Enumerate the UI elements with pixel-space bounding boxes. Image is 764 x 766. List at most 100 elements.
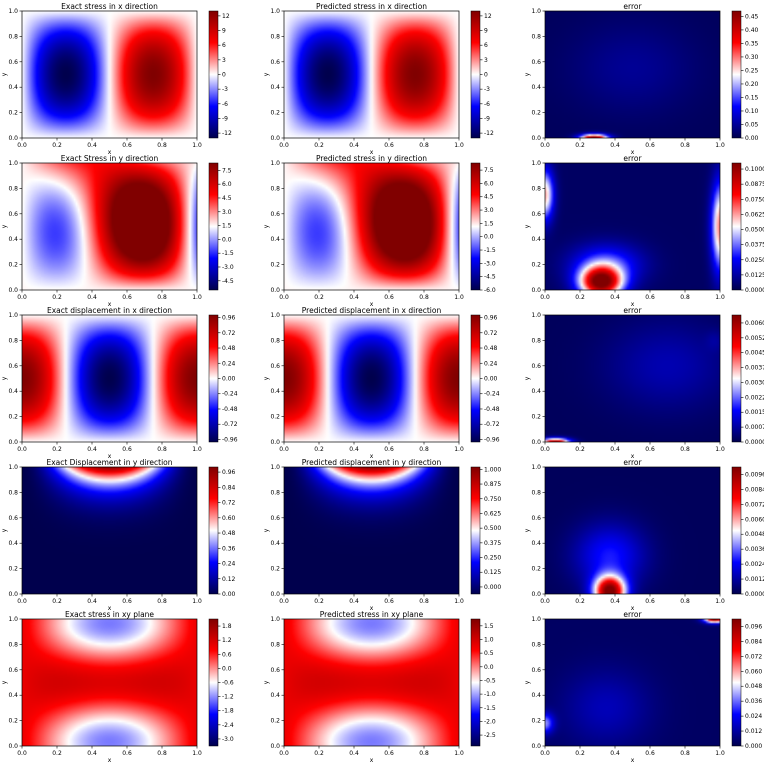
x-axis-label: x	[631, 757, 635, 764]
y-tick-label: 0.8	[8, 337, 18, 344]
x-tick-label: 0.6	[122, 750, 132, 757]
colorbar-tick-label: 6.0	[484, 180, 494, 187]
heatmap-field	[22, 467, 197, 594]
colorbar-tick-label: 0	[484, 72, 488, 79]
y-tick-label: 0.2	[8, 566, 18, 573]
colorbar-tick-label: -0.48	[222, 406, 238, 413]
x-tick-label: 1.0	[715, 142, 725, 149]
colorbar-tick-label: 0.00	[222, 591, 236, 598]
x-tick-label: 0.8	[157, 446, 167, 453]
colorbar-tick-label: 1.8	[222, 623, 232, 630]
y-tick-label: 0.2	[270, 262, 280, 269]
colorbar-tick-label: 7.5	[222, 167, 232, 174]
subplot-3-3: error 0.0 0.2 0.4 0.6 0.8 1.0 x 0.0 0.2 0.4 0.6 0.8 1…	[524, 306, 764, 460]
colorbar-tick-label: 0.625	[484, 510, 501, 517]
colorbar-tick-label: 0.00	[222, 376, 236, 383]
y-tick-label: 0.4	[8, 540, 18, 547]
y-tick-label: 0.6	[270, 59, 280, 66]
colorbar-tick-label: 0.00375	[745, 365, 764, 372]
x-tick-label: 0.0	[17, 446, 27, 453]
y-tick-label: 1.0	[531, 312, 541, 319]
y-axis-label: y	[1, 72, 8, 76]
y-tick-label: 1.0	[531, 160, 541, 167]
x-tick-label: 0.8	[680, 750, 690, 757]
x-axis-label: x	[370, 757, 374, 764]
colorbar-tick-label: 12	[222, 13, 230, 20]
colorbar-tick-label: -1.0	[484, 691, 496, 698]
x-tick-label: 0.4	[349, 750, 359, 757]
axes-frame	[21, 314, 198, 443]
colorbar-tick-label: 0.00000	[745, 439, 764, 446]
colorbar	[731, 162, 742, 291]
colorbar-tick-label: -0.72	[484, 421, 500, 428]
x-axis-label: x	[631, 301, 635, 308]
x-tick-label: 0.6	[122, 598, 132, 605]
y-tick-label: 0.8	[531, 337, 541, 344]
colorbar-tick-label: 7.5	[484, 167, 494, 174]
colorbar	[731, 618, 742, 747]
x-tick-label: 0.0	[279, 750, 289, 757]
x-tick-label: 0.6	[384, 598, 394, 605]
x-tick-label: 0.0	[279, 598, 289, 605]
y-tick-label: 0.2	[8, 414, 18, 421]
x-tick-label: 1.0	[192, 142, 202, 149]
colorbar	[470, 162, 481, 291]
colorbar	[731, 10, 742, 139]
y-tick-label: 0.6	[270, 211, 280, 218]
x-tick-label: 1.0	[715, 446, 725, 453]
colorbar-tick-label: 0.5	[484, 650, 494, 657]
subplot-title: error	[623, 458, 642, 467]
x-axis-label: x	[108, 757, 112, 764]
colorbar-tick-label: 1.5	[484, 623, 494, 630]
colorbar	[208, 314, 219, 443]
x-tick-label: 0.2	[52, 750, 62, 757]
colorbar-tick-label: 0.0000	[745, 287, 764, 294]
subplot-4-1: Exact Displacement in y direction 0.0 0.2 0…	[1, 458, 236, 612]
y-axis-label: y	[524, 72, 531, 76]
colorbar-tick-label: 0.0875	[745, 181, 764, 188]
colorbar-tick-label: 0.96	[222, 315, 236, 322]
colorbar-tick-label: 6	[484, 42, 488, 49]
y-axis-label: y	[524, 224, 531, 228]
x-tick-label: 0.8	[419, 142, 429, 149]
colorbar-tick-label: -12	[484, 130, 494, 137]
colorbar-tick-label: 0.48	[484, 345, 498, 352]
x-tick-label: 0.2	[52, 142, 62, 149]
colorbar-tick-label: 0.36	[222, 545, 236, 552]
colorbar-tick-label: -0.5	[484, 677, 496, 684]
y-tick-label: 0.8	[8, 33, 18, 40]
axes-frame	[544, 314, 721, 443]
x-tick-label: 0.6	[122, 294, 132, 301]
colorbar-tick-label: 0.72	[222, 330, 236, 337]
y-tick-label: 0.0	[8, 287, 18, 294]
colorbar-tick-label: -0.24	[484, 391, 500, 398]
y-axis-label: y	[263, 72, 270, 76]
axes-frame	[21, 10, 198, 139]
x-tick-label: 0.2	[314, 294, 324, 301]
y-tick-label: 0.0	[531, 591, 541, 598]
x-tick-label: 1.0	[454, 750, 464, 757]
colorbar-tick-label: -9	[222, 115, 228, 122]
x-tick-label: 0.8	[419, 446, 429, 453]
y-tick-label: 0.0	[531, 743, 541, 750]
colorbar-tick-label: 0.00	[745, 135, 759, 142]
colorbar-tick-label: -12	[222, 130, 232, 137]
axes-frame	[283, 10, 460, 139]
colorbar-tick-label: -0.24	[222, 391, 238, 398]
colorbar-tick-label: 0.6	[222, 651, 232, 658]
y-tick-label: 1.0	[270, 160, 280, 167]
colorbar-tick-label: 0.20	[745, 81, 759, 88]
x-tick-label: 0.6	[384, 294, 394, 301]
y-tick-label: 0.2	[270, 110, 280, 117]
colorbar-tick-label: 0.00075	[745, 424, 764, 431]
subplot-5-1: Exact stress in xy plane 0.0 0.2 0.4 0.6 0.8 1…	[1, 610, 234, 764]
y-tick-label: 0.8	[531, 641, 541, 648]
y-tick-label: 1.0	[8, 8, 18, 15]
y-tick-label: 0.2	[531, 414, 541, 421]
y-tick-label: 0.6	[531, 515, 541, 522]
colorbar-tick-label: 0.0125	[745, 272, 764, 279]
axes-frame	[21, 162, 198, 291]
colorbar-tick-label: 0.00300	[745, 379, 764, 386]
